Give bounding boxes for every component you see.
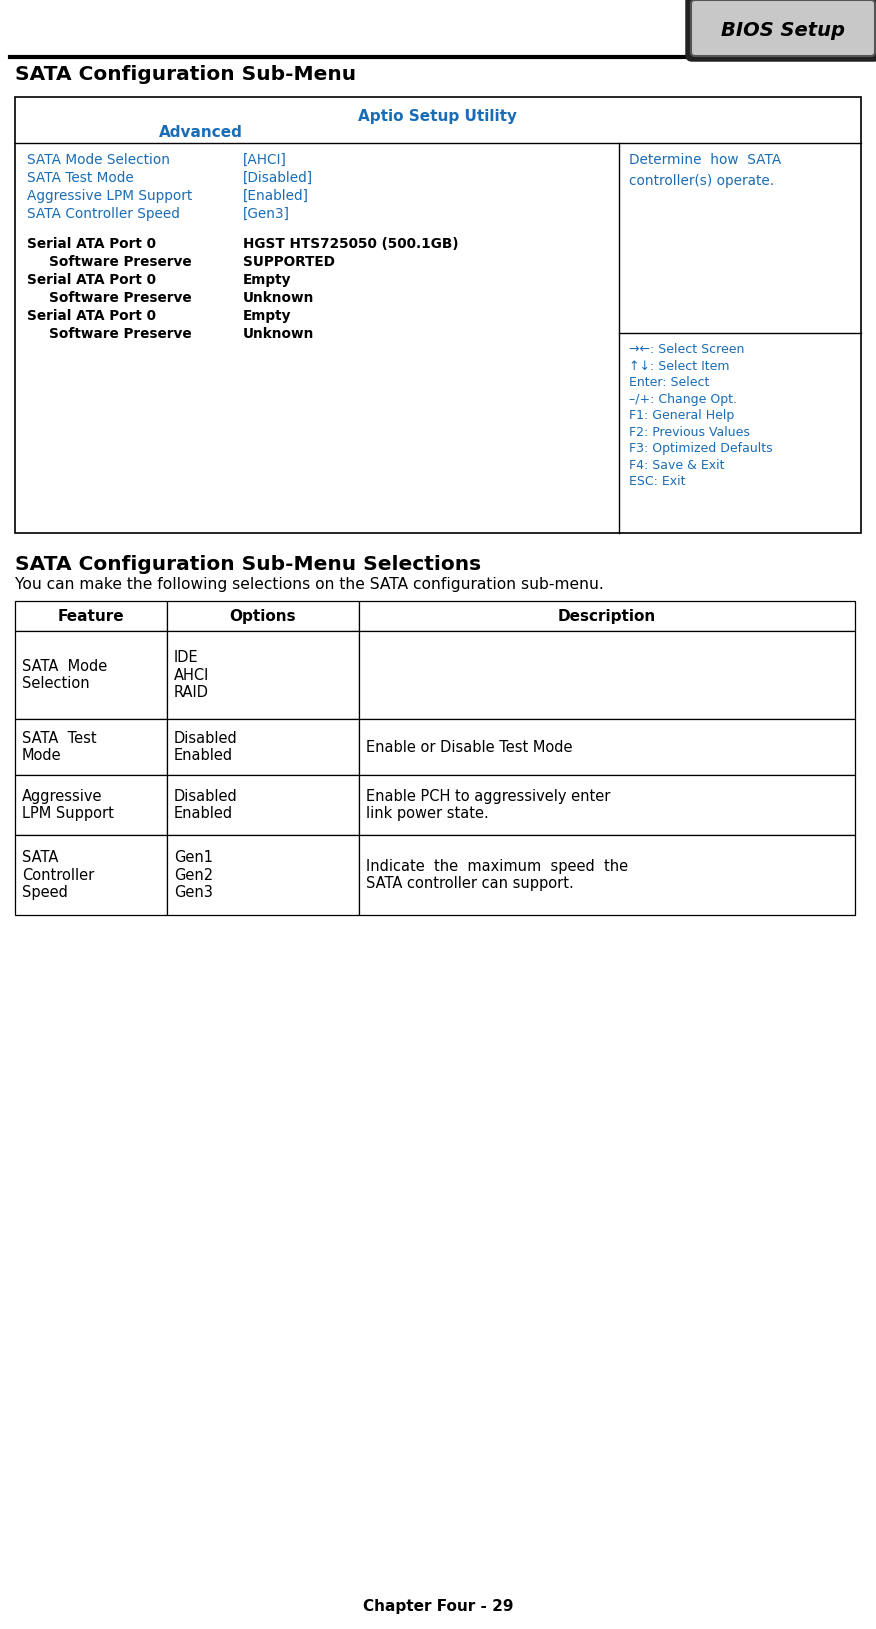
Text: SATA
Controller
Speed: SATA Controller Speed [22,850,95,899]
Bar [167,836,359,915]
Bar [359,775,855,836]
Bar [359,718,855,775]
Text: SATA Test Mode: SATA Test Mode [27,171,134,186]
Bar [167,718,359,775]
Text: [Gen3]: [Gen3] [243,207,290,222]
Text: HGST HTS725050 (500.1GB): HGST HTS725050 (500.1GB) [243,236,458,251]
Text: Aggressive LPM Support: Aggressive LPM Support [27,189,192,204]
Text: Indicate  the  maximum  speed  the
SATA controller can support.: Indicate the maximum speed the SATA cont… [366,858,628,891]
FancyBboxPatch shape [691,0,875,55]
Bar [359,601,855,630]
Text: ESC: Exit: ESC: Exit [629,476,686,489]
Text: SATA  Test
Mode: SATA Test Mode [22,731,96,764]
Text: SATA Configuration Sub-Menu Selections: SATA Configuration Sub-Menu Selections [15,555,481,573]
Text: Unknown: Unknown [243,327,314,340]
Text: Gen1
Gen2
Gen3: Gen1 Gen2 Gen3 [174,850,213,899]
Text: F1: General Help: F1: General Help [629,409,734,422]
Bar [15,836,167,915]
Text: SATA  Mode
Selection: SATA Mode Selection [22,658,107,691]
Text: Unknown: Unknown [243,292,314,305]
Text: Software Preserve: Software Preserve [49,292,192,305]
Text: Aggressive
LPM Support: Aggressive LPM Support [22,788,114,821]
Text: →←: Select Screen: →←: Select Screen [629,344,745,357]
Text: Advanced: Advanced [159,125,243,140]
Text: Aptio Setup Utility: Aptio Setup Utility [358,109,518,124]
Text: IDE
AHCI
RAID: IDE AHCI RAID [174,650,209,700]
Bar [167,775,359,836]
Text: Enter: Select: Enter: Select [629,376,710,389]
Text: Description: Description [558,609,656,624]
Text: Serial ATA Port 0: Serial ATA Port 0 [27,310,156,323]
Text: Software Preserve: Software Preserve [49,256,192,269]
Text: F2: Previous Values: F2: Previous Values [629,425,750,438]
Bar [15,775,167,836]
Text: Chapter Four - 29: Chapter Four - 29 [363,1600,513,1614]
Text: [Enabled]: [Enabled] [243,189,309,204]
FancyBboxPatch shape [687,0,876,60]
Text: Feature: Feature [58,609,124,624]
Text: [AHCI]: [AHCI] [243,153,286,168]
Text: BIOS Setup: BIOS Setup [721,21,845,39]
Bar [15,630,167,718]
Text: Serial ATA Port 0: Serial ATA Port 0 [27,274,156,287]
Text: ↑↓: Select Item: ↑↓: Select Item [629,360,730,373]
Bar [167,601,359,630]
Bar [15,601,167,630]
Text: Software Preserve: Software Preserve [49,327,192,340]
Text: SATA Configuration Sub-Menu: SATA Configuration Sub-Menu [15,65,357,85]
Text: F3: Optimized Defaults: F3: Optimized Defaults [629,441,773,454]
Bar [15,718,167,775]
Text: SATA Mode Selection: SATA Mode Selection [27,153,170,168]
Text: Disabled
Enabled: Disabled Enabled [174,788,237,821]
Text: Disabled
Enabled: Disabled Enabled [174,731,237,764]
Text: Determine  how  SATA
controller(s) operate.: Determine how SATA controller(s) operate… [629,153,781,187]
Bar [15,98,861,533]
Text: You can make the following selections on the SATA configuration sub-menu.: You can make the following selections on… [15,577,604,591]
Bar [359,836,855,915]
Text: Enable or Disable Test Mode: Enable or Disable Test Mode [366,740,573,754]
Bar [359,630,855,718]
Text: SUPPORTED: SUPPORTED [243,256,335,269]
Text: Options: Options [230,609,296,624]
Text: Empty: Empty [243,310,292,323]
Text: [Disabled]: [Disabled] [243,171,313,186]
Text: Enable PCH to aggressively enter
link power state.: Enable PCH to aggressively enter link po… [366,788,611,821]
Bar [167,630,359,718]
Text: Empty: Empty [243,274,292,287]
Text: F4: Save & Exit: F4: Save & Exit [629,458,724,471]
Text: –/+: Change Opt.: –/+: Change Opt. [629,393,737,406]
Text: Serial ATA Port 0: Serial ATA Port 0 [27,236,156,251]
Text: SATA Controller Speed: SATA Controller Speed [27,207,180,222]
